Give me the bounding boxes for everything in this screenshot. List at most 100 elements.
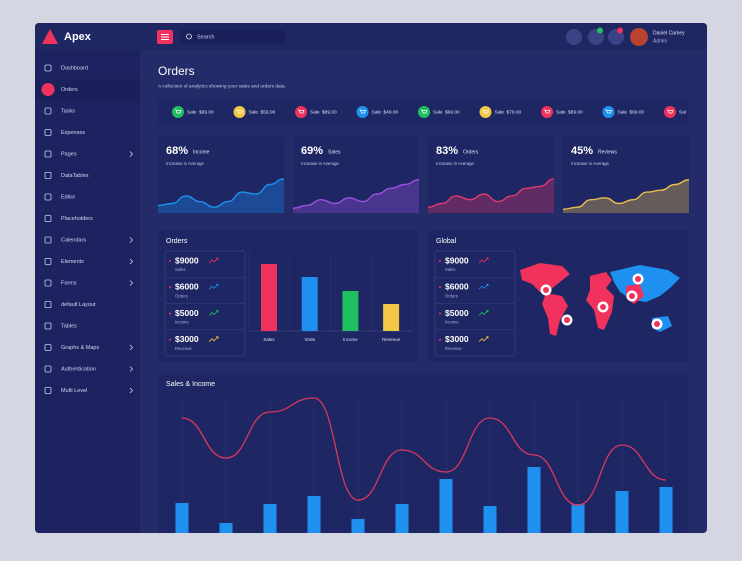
cart-glyph bbox=[482, 109, 490, 114]
x-tick-label: Income bbox=[343, 337, 358, 342]
ticker-amount: $89.00 bbox=[322, 109, 337, 115]
list-amount: $5000 bbox=[175, 308, 199, 318]
language-button[interactable] bbox=[566, 29, 582, 45]
menu-label[interactable]: DataTables bbox=[61, 173, 89, 179]
chevron bbox=[129, 344, 134, 351]
active-item-bg bbox=[35, 79, 140, 100]
cart-glyph bbox=[667, 109, 674, 114]
ticker-label: Sale bbox=[679, 109, 689, 115]
cart-glyph bbox=[544, 109, 551, 114]
menu-label[interactable]: Elements bbox=[61, 259, 84, 265]
avatar[interactable] bbox=[630, 28, 648, 46]
card-title: Global bbox=[436, 238, 457, 245]
stat-sub: Increase in Average bbox=[166, 161, 205, 166]
user-name: Daniel Carney bbox=[653, 30, 685, 36]
bar bbox=[261, 264, 277, 331]
bar bbox=[615, 491, 629, 533]
bar bbox=[659, 487, 673, 533]
trend-arrow bbox=[478, 310, 489, 316]
list-amount: $9000 bbox=[175, 255, 199, 265]
map-pin-centers bbox=[543, 276, 660, 327]
bullet bbox=[439, 260, 441, 262]
menu-label[interactable]: Authentication bbox=[61, 366, 96, 372]
chevron bbox=[129, 151, 134, 157]
x-tick-label: Revenue bbox=[382, 337, 401, 342]
bar bbox=[351, 519, 365, 533]
menu-icon bbox=[44, 129, 52, 136]
trend-line bbox=[427, 178, 555, 208]
menu-label[interactable]: Graphs & Maps bbox=[61, 345, 99, 351]
user-role: Admin bbox=[653, 38, 667, 44]
menu-icon bbox=[44, 387, 52, 394]
trend-area bbox=[158, 178, 284, 213]
line bbox=[181, 397, 667, 506]
page-title: Orders bbox=[158, 64, 195, 78]
menu-label[interactable]: default Layout bbox=[61, 302, 96, 308]
header bbox=[35, 23, 707, 50]
search-placeholder[interactable]: Search bbox=[197, 34, 214, 40]
menu-label[interactable]: Dashboard bbox=[61, 65, 88, 71]
stat-card bbox=[563, 136, 689, 213]
bullet bbox=[169, 260, 171, 262]
ticker-amount: $69.00 bbox=[630, 109, 645, 115]
list-amount: $3000 bbox=[445, 334, 469, 344]
menu-toggle-icon bbox=[161, 34, 169, 40]
menu-label[interactable]: Forms bbox=[61, 280, 77, 286]
bullet bbox=[439, 338, 441, 341]
trend-arrow bbox=[478, 336, 489, 343]
menu-icon bbox=[44, 365, 52, 373]
menu-label[interactable]: Orders bbox=[61, 87, 78, 93]
trend-arrow bbox=[208, 310, 219, 316]
bar bbox=[527, 467, 541, 533]
menu-label[interactable]: Pages bbox=[61, 151, 77, 157]
search-icon bbox=[186, 33, 192, 40]
card-title: Orders bbox=[166, 238, 188, 245]
list-amount: $6000 bbox=[445, 282, 469, 292]
list-amount: $9000 bbox=[445, 255, 469, 265]
menu-label[interactable]: Calendars bbox=[61, 237, 86, 243]
sidebar bbox=[35, 50, 140, 533]
list-label: Revenue bbox=[175, 346, 192, 351]
list-amount: $6000 bbox=[175, 282, 199, 292]
menu-icon bbox=[44, 236, 52, 244]
menu-label[interactable]: Tasks bbox=[61, 108, 75, 114]
chevron bbox=[129, 280, 134, 286]
trend-arrow bbox=[208, 336, 219, 343]
content: Apex Search Daniel Carney Admin Dashboard Ord… bbox=[35, 30, 690, 533]
bar bbox=[342, 291, 359, 331]
menu-icon bbox=[44, 279, 52, 287]
ticker-icon bbox=[602, 106, 615, 118]
bullet bbox=[439, 286, 441, 289]
ticker-amount: $99.00 bbox=[199, 109, 214, 115]
ticker-label: Sale bbox=[556, 109, 566, 115]
ticker-icon bbox=[356, 106, 369, 118]
search-box[interactable] bbox=[180, 30, 285, 44]
ticker-label: Sale bbox=[433, 109, 443, 115]
map-region bbox=[586, 272, 614, 330]
x-tick-label: Visits bbox=[304, 337, 315, 342]
menu-icon bbox=[44, 64, 52, 72]
ticker-icon bbox=[172, 106, 184, 118]
bar bbox=[483, 506, 497, 533]
trend-line bbox=[292, 179, 420, 209]
stat-value: 83% bbox=[436, 145, 458, 157]
stat-value: 45% bbox=[571, 145, 593, 157]
bullet bbox=[169, 312, 171, 315]
menu-label[interactable]: Tables bbox=[61, 323, 77, 329]
chevron bbox=[129, 237, 134, 243]
ticker-label: Sale bbox=[249, 109, 259, 115]
menu-icon bbox=[44, 215, 52, 222]
ticker-icon bbox=[541, 106, 553, 118]
stat-sub: Increase in Average bbox=[436, 161, 475, 166]
menu-label[interactable]: Multi Level bbox=[61, 388, 87, 394]
menu-label[interactable]: Editor bbox=[61, 194, 76, 200]
stat-sub: Increase in Average bbox=[571, 161, 610, 166]
map-region bbox=[520, 263, 570, 292]
menu-icon bbox=[44, 344, 52, 351]
ticker-icon bbox=[418, 106, 430, 118]
menu-label[interactable]: Expenses bbox=[61, 130, 85, 136]
menu-label[interactable]: Placeholders bbox=[61, 216, 93, 222]
trend-arrow bbox=[478, 257, 489, 264]
trend-area bbox=[563, 179, 689, 213]
bar bbox=[175, 503, 189, 533]
